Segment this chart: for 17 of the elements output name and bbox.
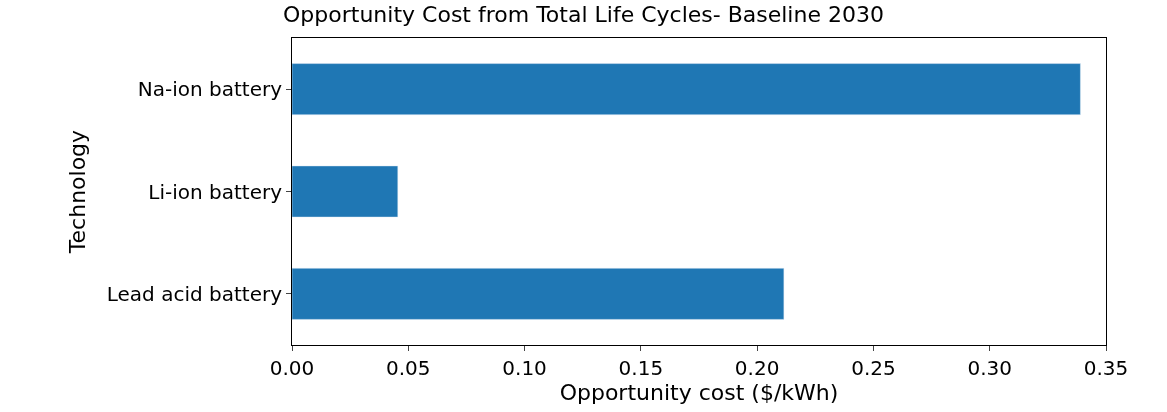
x-tick-label: 0.20 (734, 356, 780, 380)
x-tick-label: 0.30 (967, 356, 1012, 380)
bar (292, 165, 399, 218)
x-tick-label: 0.35 (1083, 356, 1129, 380)
x-axis-title: Opportunity cost ($/kWh) (559, 380, 839, 405)
x-tick-label: 0.05 (386, 356, 431, 380)
x-tick-label: 0.15 (618, 356, 664, 380)
x-tick-label: 0.25 (851, 356, 896, 380)
bar (292, 63, 1081, 115)
y-tick-label: Na-ion battery (137, 77, 283, 102)
x-tick-label: 0.00 (269, 356, 315, 380)
y-axis-title: Technology (64, 129, 90, 255)
y-tick-label: Lead acid battery (106, 281, 283, 306)
x-tick-label: 0.10 (502, 356, 547, 380)
y-tick-label: Li-ion battery (148, 179, 283, 204)
chart-title: Opportunity Cost from Total Life Cycles- Baseline 2030 (283, 1, 884, 27)
bar (292, 268, 785, 320)
